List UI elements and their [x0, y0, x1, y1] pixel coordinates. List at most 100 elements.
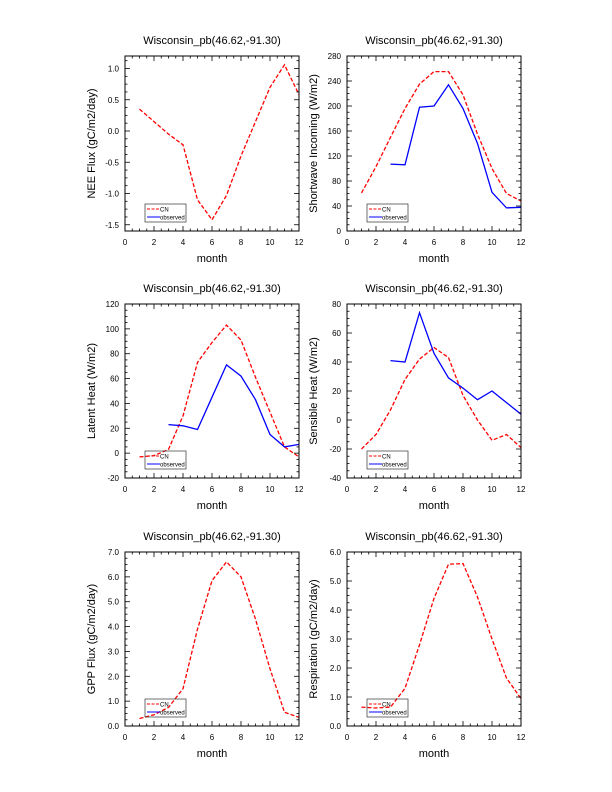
x-tick-label: 0	[123, 485, 128, 494]
legend-cn-label: CN	[160, 208, 169, 214]
legend-cn-label: CN	[160, 703, 169, 709]
x-tick-label: 12	[517, 733, 526, 742]
x-tick-label: 0	[345, 238, 350, 247]
legend-observed-label: observed	[160, 216, 185, 222]
y-axis-label: NEE Flux (gC/m2/day)	[86, 88, 98, 198]
legend-box	[144, 203, 187, 223]
x-tick-label: 12	[295, 485, 304, 494]
x-tick-label: 12	[517, 485, 526, 494]
y-tick-label: -20	[107, 474, 119, 483]
x-tick-label: 6	[210, 733, 215, 742]
x-axis-label: month	[419, 500, 450, 512]
y-tick-label: 160	[328, 127, 342, 136]
x-tick-label: 6	[210, 238, 215, 247]
x-axis-label: month	[419, 748, 450, 760]
y-tick-label: 0	[337, 227, 342, 236]
series-line-cn	[361, 562, 521, 709]
x-tick-label: 10	[488, 733, 497, 742]
y-tick-label: 40	[332, 358, 341, 367]
x-tick-label: 8	[461, 238, 466, 247]
x-tick-label: 12	[295, 238, 304, 247]
legend: CN observed	[144, 450, 187, 470]
y-tick-label: 2.0	[108, 672, 120, 681]
chart-panel-3: Wisconsin_pb(46.62,-91.30) 0 2 4 6 8 10 12 -20 0 2…	[86, 283, 304, 512]
x-tick-label: 12	[517, 238, 526, 247]
chart-panel-1: Wisconsin_pb(46.62,-91.30) 0 2 4 6 8 10 12 -1.5 -…	[86, 35, 304, 265]
y-tick-label: 6.0	[330, 548, 342, 557]
x-tick-label: 10	[488, 485, 497, 494]
y-tick-label: 20	[332, 387, 341, 396]
y-tick-label: 100	[106, 325, 120, 334]
x-tick-label: 8	[239, 238, 244, 247]
x-axis-label: month	[197, 748, 228, 760]
x-axis-label: month	[197, 253, 228, 265]
y-tick-label: 120	[106, 300, 120, 309]
x-tick-label: 2	[374, 485, 379, 494]
y-tick-label: 40	[110, 399, 119, 408]
x-tick-label: 0	[123, 238, 128, 247]
x-tick-label: 6	[432, 485, 437, 494]
chart-title: Wisconsin_pb(46.62,-91.30)	[365, 531, 503, 543]
y-axis-label: Sensible Heat (W/m2)	[308, 337, 320, 445]
x-tick-label: 4	[403, 733, 408, 742]
x-tick-label: 0	[345, 733, 350, 742]
series-line-cn	[139, 560, 299, 720]
y-axis-label: Latent Heat (W/m2)	[86, 343, 98, 439]
series-line-cn	[361, 346, 521, 450]
y-tick-label: 200	[328, 102, 342, 111]
series-line-observed	[168, 363, 299, 448]
x-tick-label: 6	[210, 485, 215, 494]
legend-box	[366, 203, 409, 223]
legend: CN observed	[366, 450, 409, 470]
y-tick-label: 5.0	[108, 598, 120, 607]
x-tick-label: 2	[152, 485, 157, 494]
y-tick-label: 1.0	[330, 693, 342, 702]
legend-box	[144, 450, 187, 470]
y-tick-label: 6.0	[108, 573, 120, 582]
x-tick-label: 2	[152, 238, 157, 247]
legend-cn-label: CN	[160, 455, 169, 461]
y-tick-label: 0.0	[108, 127, 120, 136]
x-tick-label: 6	[432, 238, 437, 247]
y-tick-label: 80	[110, 350, 119, 359]
x-tick-label: 8	[461, 485, 466, 494]
x-tick-label: 4	[181, 238, 186, 247]
x-tick-label: 4	[403, 485, 408, 494]
x-tick-label: 12	[295, 733, 304, 742]
y-tick-label: 0	[337, 416, 342, 425]
y-tick-label: -40	[329, 474, 341, 483]
x-tick-label: 4	[181, 733, 186, 742]
y-tick-label: 3.0	[330, 635, 342, 644]
chart-title: Wisconsin_pb(46.62,-91.30)	[143, 531, 281, 543]
chart-title: Wisconsin_pb(46.62,-91.30)	[143, 283, 281, 295]
series-line-observed	[390, 310, 521, 415]
x-axis-label: month	[419, 253, 450, 265]
legend-cn-label: CN	[382, 208, 391, 214]
series-line-cn	[139, 63, 299, 221]
chart-panel-5: Wisconsin_pb(46.62,-91.30) 0 2 4 6 8 10 12 0.0 1.…	[86, 531, 304, 760]
legend-observed-label: observed	[382, 711, 407, 717]
x-tick-label: 2	[152, 733, 157, 742]
y-tick-label: 1.0	[108, 697, 120, 706]
legend-observed-label: observed	[382, 216, 407, 222]
y-tick-label: 240	[328, 77, 342, 86]
legend-observed-label: observed	[160, 463, 185, 469]
x-tick-label: 8	[239, 485, 244, 494]
series-line-observed	[390, 83, 521, 209]
y-tick-label: 1.0	[108, 65, 120, 74]
x-tick-label: 10	[266, 733, 275, 742]
legend-cn-label: CN	[382, 703, 391, 709]
chart-title: Wisconsin_pb(46.62,-91.30)	[365, 35, 503, 47]
x-tick-label: 0	[123, 733, 128, 742]
legend-observed-label: observed	[382, 463, 407, 469]
y-tick-label: 5.0	[330, 577, 342, 586]
legend: CN observed	[366, 203, 409, 223]
chart-title: Wisconsin_pb(46.62,-91.30)	[365, 283, 503, 295]
x-axis-label: month	[197, 500, 228, 512]
series-line-cn	[139, 324, 299, 458]
y-tick-label: 120	[328, 152, 342, 161]
y-tick-label: 60	[110, 375, 119, 384]
x-tick-label: 4	[181, 485, 186, 494]
y-tick-label: 0.0	[108, 722, 120, 731]
y-tick-label: 80	[332, 177, 341, 186]
